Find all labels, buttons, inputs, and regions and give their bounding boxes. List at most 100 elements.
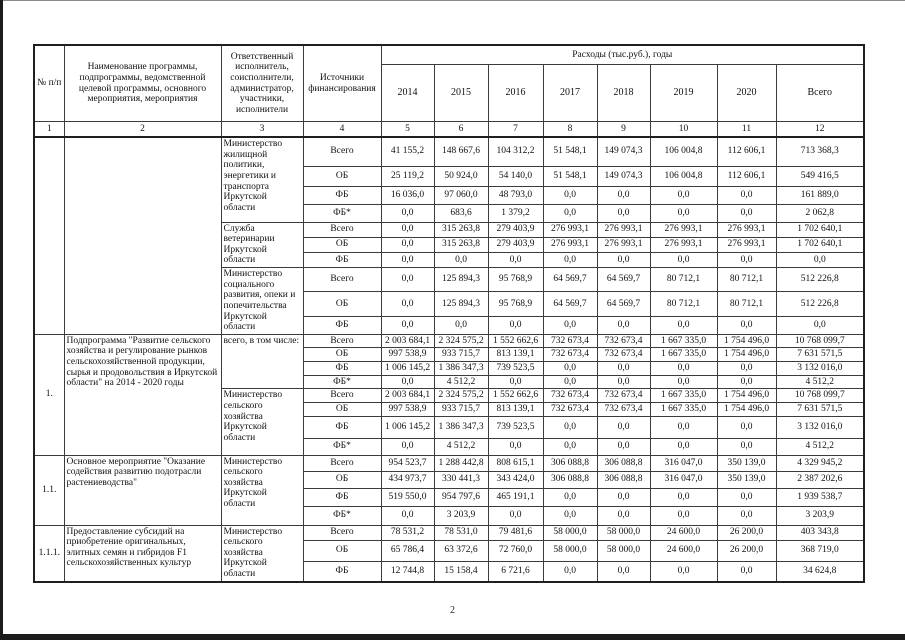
value-cell: 0,0 [487,505,544,526]
funding-source-cell: Всего [302,136,382,167]
value-cell: 80 712,1 [649,291,718,317]
program-name-cell: Подпрограмма "Развитие сельского хозяйст… [63,333,222,456]
value-cell: 0,0 [649,203,718,223]
value-cell: 104 312,2 [487,136,544,167]
value-cell: 2 062,8 [775,203,865,223]
value-cell: 54 140,0 [487,165,544,187]
value-cell: 813 139,1 [487,347,544,362]
value-cell: 64 569,7 [542,291,598,317]
funding-source-cell: Всего [302,221,382,238]
budget-table: № п/п Наименование программы, подпрограм… [33,44,866,583]
value-cell: 279 403,9 [487,221,544,238]
value-cell: 26 200,0 [716,539,777,562]
value-cell: 276 993,1 [542,236,598,253]
value-cell: 2 003 684,1 [380,333,435,349]
value-cell: 0,0 [716,437,777,456]
header-total: Всего [775,64,865,122]
value-cell: 1 288 442,8 [433,454,489,472]
value-cell: 0,0 [649,361,718,376]
colnum: 6 [433,121,489,138]
table-row: ФБ 1 006 145,2 1 386 347,3 739 523,5 0,0 0,0 0… [34,361,865,376]
value-cell: 279 403,9 [487,236,544,253]
value-cell: 80 712,1 [649,266,718,293]
colnum: 7 [487,121,544,138]
value-cell: 1 667 335,0 [649,347,718,362]
table-row: ОБ 25 119,2 50 924,0 54 140,0 51 548,1 149 07… [34,165,865,187]
funding-source-cell: ОБ [302,401,382,417]
colnum: 5 [380,121,435,138]
value-cell: 0,0 [542,185,598,205]
table-row: ОБ 0,0 315 263,8 279 403,9 276 993,1 276 993,… [34,236,865,253]
value-cell: 24 600,0 [649,524,718,541]
value-cell: 0,0 [716,315,777,335]
value-cell: 4 512,2 [775,437,865,456]
value-cell: 549 416,5 [775,165,865,187]
value-cell: 0,0 [596,315,651,335]
value-cell: 65 786,4 [380,539,435,562]
value-cell: 0,0 [487,251,544,269]
value-cell: 276 993,1 [596,221,651,238]
value-cell: 4 512,2 [775,374,865,390]
value-cell: 954 797,6 [433,487,489,507]
header-npp: № п/п [33,44,65,122]
value-cell: 1 667 335,0 [649,388,718,403]
value-cell: 0,0 [649,185,718,205]
value-cell: 7 631 571,5 [775,401,865,417]
header-year-2018: 2018 [596,64,651,122]
value-cell: 434 973,7 [380,470,435,489]
value-cell: 732 673,4 [596,333,651,349]
value-cell: 350 139,0 [716,454,777,472]
value-cell: 3 203,9 [433,505,489,526]
value-cell: 0,0 [596,361,651,376]
value-cell: 713 368,3 [775,136,865,167]
header-year-2020: 2020 [716,64,777,122]
value-cell: 1 667 335,0 [649,333,718,349]
value-cell: 41 155,2 [380,136,435,167]
value-cell: 1 754 496,0 [716,347,777,362]
table-row: Министерство социального развития, опеки… [34,266,865,335]
num-cell [33,136,65,335]
value-cell: 512 226,8 [775,266,865,293]
value-cell: 125 894,3 [433,266,489,293]
funding-source-cell: ОБ [302,347,382,362]
value-cell: 0,0 [716,505,777,526]
value-cell: 2 003 684,1 [380,388,435,403]
value-cell: 0,0 [542,315,598,335]
header-executor: Ответственный исполнитель, соисполнители… [220,44,304,122]
table-row: ФБ 0,0 0,0 0,0 0,0 0,0 0,0 0,0 0,0 [34,251,865,269]
header-expenses-title: Расходы (тыс.руб.), годы [380,44,865,65]
value-cell: 732 673,4 [596,401,651,417]
value-cell: 51 548,1 [542,165,598,187]
value-cell: 0,0 [487,374,544,390]
value-cell: 64 569,7 [596,291,651,317]
value-cell: 0,0 [380,221,435,238]
funding-source-cell: ФБ [302,560,382,583]
value-cell: 276 993,1 [716,221,777,238]
value-cell: 0,0 [649,415,718,439]
value-cell: 1 754 496,0 [716,333,777,349]
value-cell: 683,6 [433,203,489,223]
value-cell: 808 615,1 [487,454,544,472]
value-cell: 58 000,0 [596,524,651,541]
value-cell: 112 606,1 [716,136,777,167]
funding-source-cell: ФБ [302,315,382,335]
value-cell: 732 673,4 [542,388,598,403]
executor-cell: Министерство жилищной политики, энергети… [220,136,304,223]
value-cell: 63 372,6 [433,539,489,562]
value-cell: 0,0 [542,361,598,376]
colnum: 1 [33,121,65,138]
value-cell: 0,0 [542,487,598,507]
value-cell: 24 600,0 [649,539,718,562]
value-cell: 0,0 [542,415,598,439]
value-cell: 0,0 [380,437,435,456]
value-cell: 739 523,5 [487,415,544,439]
value-cell: 58 000,0 [542,539,598,562]
table-row: Министерство жилищной политики, энергети… [33,136,865,335]
value-cell: 0,0 [649,315,718,335]
value-cell: 78 531,2 [380,524,435,541]
num-cell: 1. [33,333,65,456]
value-cell: 0,0 [487,315,544,335]
value-cell: 1 702 640,1 [775,236,865,253]
executor-cell: всего, в том числе: [220,333,304,390]
value-cell: 306 088,8 [596,454,651,472]
